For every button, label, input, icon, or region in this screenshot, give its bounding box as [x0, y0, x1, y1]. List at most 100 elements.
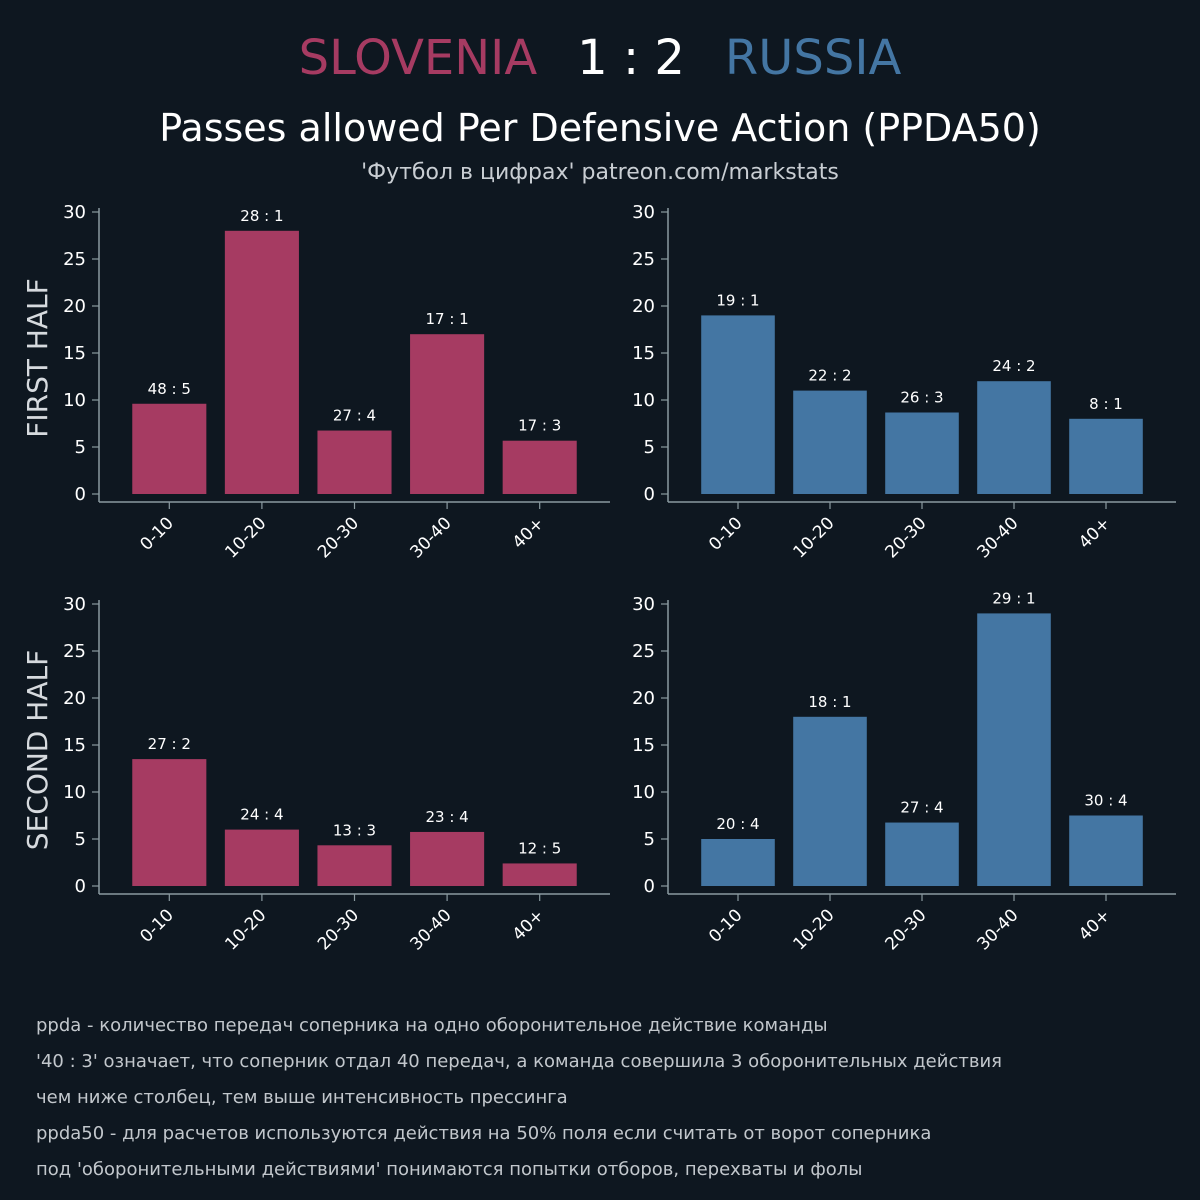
bar — [410, 334, 485, 494]
x-tick-label: 30-40 — [407, 513, 456, 562]
y-tick-label: 5 — [75, 829, 86, 850]
x-tick-label: 20-30 — [314, 513, 363, 562]
bar-data-label: 18 : 1 — [808, 693, 851, 711]
bar-data-label: 27 : 4 — [333, 407, 376, 425]
x-tick-label: 10-20 — [221, 513, 270, 562]
y-tick-label: 15 — [632, 343, 655, 364]
bar — [132, 759, 207, 886]
bar — [793, 716, 867, 886]
y-tick-label: 30 — [632, 202, 655, 223]
match-score: 1 : 2 — [577, 30, 685, 86]
bar-data-label: 48 : 5 — [148, 380, 191, 398]
charts-grid: 0 5 10 15 20 25 30 48 : 5 0-10 28 : 1 10-20 27 : 4 2… — [21, 202, 1176, 954]
y-tick-label: 20 — [63, 296, 86, 317]
y-tick-label: 0 — [644, 484, 655, 505]
bar — [701, 315, 775, 494]
y-tick-label: 5 — [644, 829, 655, 850]
bar-data-label: 12 : 5 — [518, 839, 561, 857]
bar — [793, 390, 867, 494]
y-tick-label: 10 — [632, 390, 655, 411]
y-tick-label: 0 — [644, 876, 655, 897]
x-tick-label: 0-10 — [136, 905, 177, 946]
bar-data-label: 27 : 4 — [900, 799, 943, 817]
bar — [224, 230, 299, 495]
y-tick-label: 30 — [632, 594, 655, 615]
bar-data-label: 19 : 1 — [716, 291, 759, 309]
bar-data-label: 24 : 2 — [992, 357, 1035, 375]
y-tick-label: 5 — [75, 437, 86, 458]
x-tick-label: 20-30 — [881, 513, 930, 562]
y-tick-label: 25 — [63, 249, 86, 270]
y-tick-label: 10 — [63, 390, 86, 411]
y-tick-label: 20 — [632, 296, 655, 317]
y-tick-label: 15 — [63, 343, 86, 364]
bar — [885, 822, 959, 886]
note-line: ppda - количество передач соперника на о… — [36, 1015, 828, 1036]
bar — [1069, 418, 1143, 494]
note-line: '40 : 3' означает, что соперник отдал 40… — [36, 1051, 1002, 1072]
bar — [885, 412, 959, 494]
y-tick-label: 0 — [75, 876, 86, 897]
bar-data-label: 28 : 1 — [240, 207, 283, 225]
bar — [502, 440, 577, 494]
x-tick-label: 40+ — [509, 905, 549, 945]
y-tick-label: 30 — [63, 202, 86, 223]
x-tick-label: 40+ — [509, 513, 549, 553]
y-tick-label: 5 — [644, 437, 655, 458]
bar — [224, 829, 299, 886]
x-tick-label: 30-40 — [973, 905, 1022, 954]
x-tick-label: 0-10 — [705, 513, 746, 554]
bar-data-label: 29 : 1 — [992, 589, 1035, 607]
y-tick-label: 15 — [63, 735, 86, 756]
bar — [502, 863, 577, 886]
x-tick-label: 10-20 — [221, 905, 270, 954]
x-tick-label: 30-40 — [973, 513, 1022, 562]
x-tick-label: 0-10 — [136, 513, 177, 554]
note-line: ppda50 - для расчетов используются дейст… — [36, 1123, 932, 1144]
bar — [410, 831, 485, 886]
x-tick-label: 20-30 — [881, 905, 930, 954]
chart-title: Passes allowed Per Defensive Action (PPD… — [159, 106, 1041, 150]
row-label: FIRST HALF — [21, 278, 54, 438]
y-tick-label: 25 — [632, 249, 655, 270]
y-tick-label: 30 — [63, 594, 86, 615]
y-tick-label: 20 — [63, 688, 86, 709]
y-tick-label: 0 — [75, 484, 86, 505]
chart-subtitle: 'Футбол в цифрах' patreon.com/markstats — [361, 160, 839, 185]
notes-block: ppda - количество передач соперника на о… — [36, 1008, 1166, 1188]
y-tick-label: 10 — [632, 782, 655, 803]
x-tick-label: 40+ — [1075, 905, 1115, 945]
note-line: чем ниже столбец, тем выше интенсивность… — [36, 1087, 568, 1108]
bar — [132, 403, 207, 494]
bar-data-label: 8 : 1 — [1089, 395, 1123, 413]
x-tick-label: 40+ — [1075, 513, 1115, 553]
bar-data-label: 20 : 4 — [716, 815, 759, 833]
bar — [317, 430, 392, 494]
bar — [317, 845, 392, 886]
away-team-name: RUSSIA — [724, 30, 902, 86]
bar-data-label: 17 : 3 — [518, 417, 561, 435]
y-tick-label: 25 — [63, 641, 86, 662]
bar-data-label: 30 : 4 — [1084, 792, 1127, 810]
y-tick-label: 10 — [63, 782, 86, 803]
bar — [977, 381, 1051, 494]
note-line: под 'оборонительными действиями' понимаю… — [36, 1159, 863, 1180]
bar-data-label: 13 : 3 — [333, 821, 376, 839]
x-tick-label: 10-20 — [789, 905, 838, 954]
bar-data-label: 27 : 2 — [148, 735, 191, 753]
y-tick-label: 25 — [632, 641, 655, 662]
bar-data-label: 22 : 2 — [808, 367, 851, 385]
bar-data-label: 17 : 1 — [425, 310, 468, 328]
x-tick-label: 20-30 — [314, 905, 363, 954]
bar — [1069, 815, 1143, 886]
x-tick-label: 10-20 — [789, 513, 838, 562]
row-label: SECOND HALF — [21, 650, 54, 850]
bar — [701, 839, 775, 886]
home-team-name: SLOVENIA — [298, 30, 538, 86]
y-tick-label: 20 — [632, 688, 655, 709]
y-tick-label: 15 — [632, 735, 655, 756]
bar-data-label: 23 : 4 — [425, 808, 468, 826]
match-score-header: SLOVENIA 1 : 2 RUSSIA — [0, 28, 1200, 88]
bar-data-label: 24 : 4 — [240, 806, 283, 824]
bar — [977, 613, 1051, 886]
